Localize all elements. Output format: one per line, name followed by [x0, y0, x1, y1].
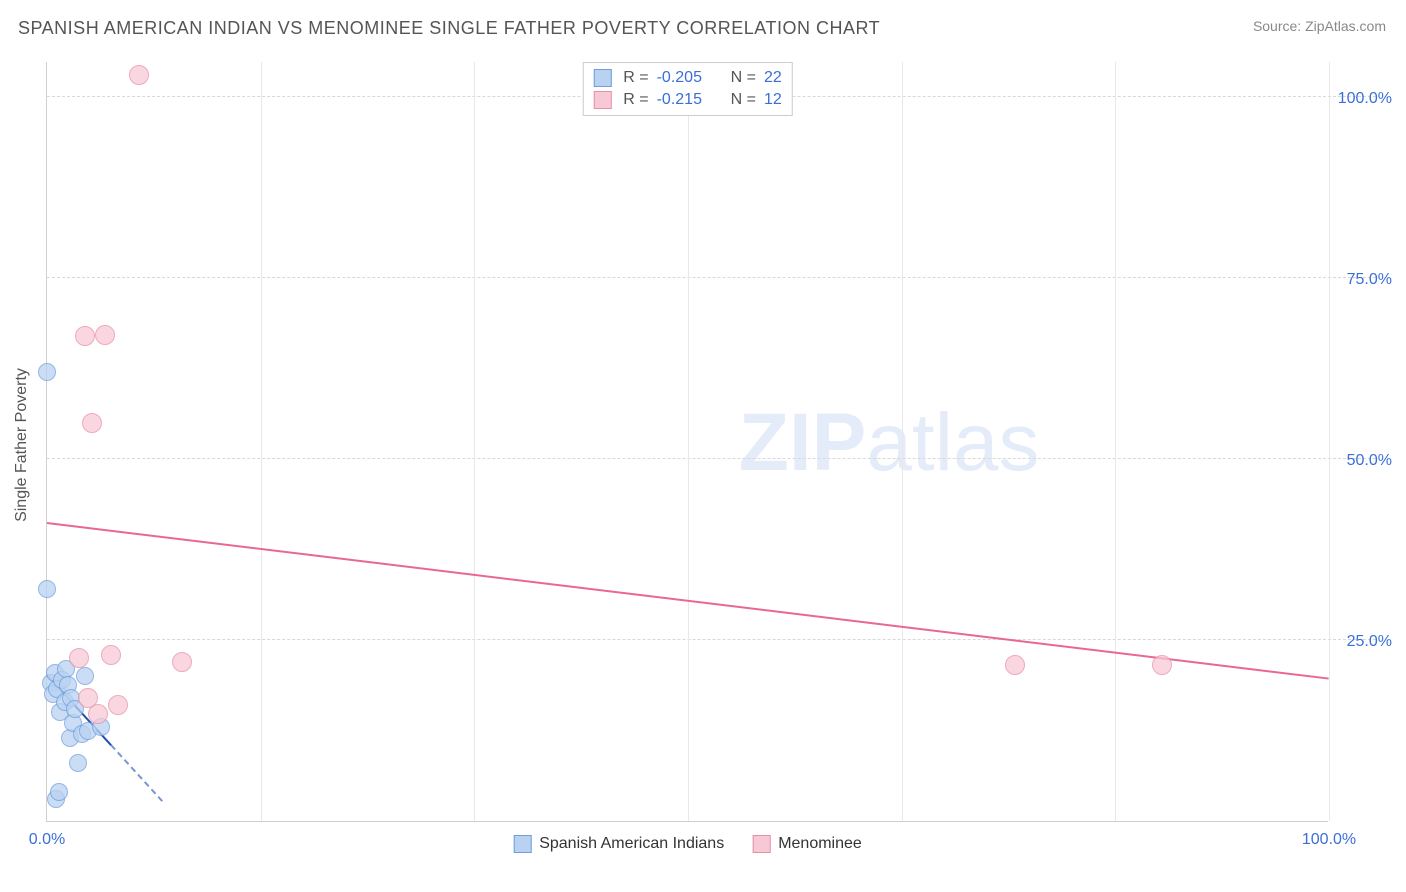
data-point [75, 326, 95, 346]
r-value: -0.205 [657, 69, 713, 87]
x-tick-label: 0.0% [29, 831, 65, 849]
plot-area: R =-0.205N =22R =-0.215N =12 ZIPatlas Sp… [46, 62, 1328, 822]
legend-swatch [593, 69, 611, 87]
gridline-vertical [261, 62, 262, 821]
gridline-vertical [474, 62, 475, 821]
gridline-horizontal [47, 458, 1376, 459]
gridline-vertical [902, 62, 903, 821]
data-point [88, 704, 108, 724]
r-value: -0.215 [657, 91, 713, 109]
trend-line [110, 745, 163, 803]
data-point [76, 667, 94, 685]
data-point [50, 783, 68, 801]
n-label: N = [731, 91, 756, 109]
gridline-horizontal [47, 639, 1376, 640]
chart-title: SPANISH AMERICAN INDIAN VS MENOMINEE SIN… [18, 18, 880, 39]
watermark-zip: ZIP [739, 397, 867, 488]
n-value: 22 [764, 69, 782, 87]
correlation-legend: R = -0.205 N = 22 R = -0.215 N = 12 [582, 62, 792, 116]
y-tick-label: 25.0% [1347, 633, 1392, 651]
legend-swatch [513, 835, 531, 853]
data-point [172, 652, 192, 672]
y-axis-label: Single Father Poverty [13, 368, 31, 522]
data-point [1005, 655, 1025, 675]
source-attribution: Source: ZipAtlas.com [1253, 18, 1386, 34]
n-value: 12 [764, 91, 782, 109]
gridline-vertical [1329, 62, 1330, 821]
series-legend-label: Menominee [778, 835, 862, 853]
data-point [101, 645, 121, 665]
data-point [69, 648, 89, 668]
legend-swatch [752, 835, 770, 853]
data-point [129, 65, 149, 85]
source-name: ZipAtlas.com [1305, 18, 1386, 34]
x-tick-label: 100.0% [1302, 831, 1356, 849]
gridline-vertical [1115, 62, 1116, 821]
data-point [69, 754, 87, 772]
data-point [38, 363, 56, 381]
y-tick-label: 100.0% [1338, 90, 1392, 108]
n-label: N = [731, 69, 756, 87]
y-tick-label: 75.0% [1347, 271, 1392, 289]
r-label: R = [623, 69, 648, 87]
r-label: R = [623, 91, 648, 109]
y-tick-label: 50.0% [1347, 452, 1392, 470]
series-legend-label: Spanish American Indians [539, 835, 724, 853]
series-legend: Spanish American Indians Menominee [513, 835, 862, 853]
watermark-atlas: atlas [866, 397, 1039, 488]
correlation-legend-row: R = -0.205 N = 22 [593, 67, 781, 89]
data-point [82, 413, 102, 433]
legend-swatch [593, 91, 611, 109]
gridline-horizontal [47, 277, 1376, 278]
data-point [38, 580, 56, 598]
series-legend-item: Menominee [752, 835, 862, 853]
series-legend-item: Spanish American Indians [513, 835, 724, 853]
data-point [95, 325, 115, 345]
correlation-legend-row: R = -0.215 N = 12 [593, 89, 781, 111]
gridline-vertical [688, 62, 689, 821]
data-point [108, 695, 128, 715]
data-point [1152, 655, 1172, 675]
source-prefix: Source: [1253, 18, 1305, 34]
watermark: ZIPatlas [739, 396, 1040, 490]
